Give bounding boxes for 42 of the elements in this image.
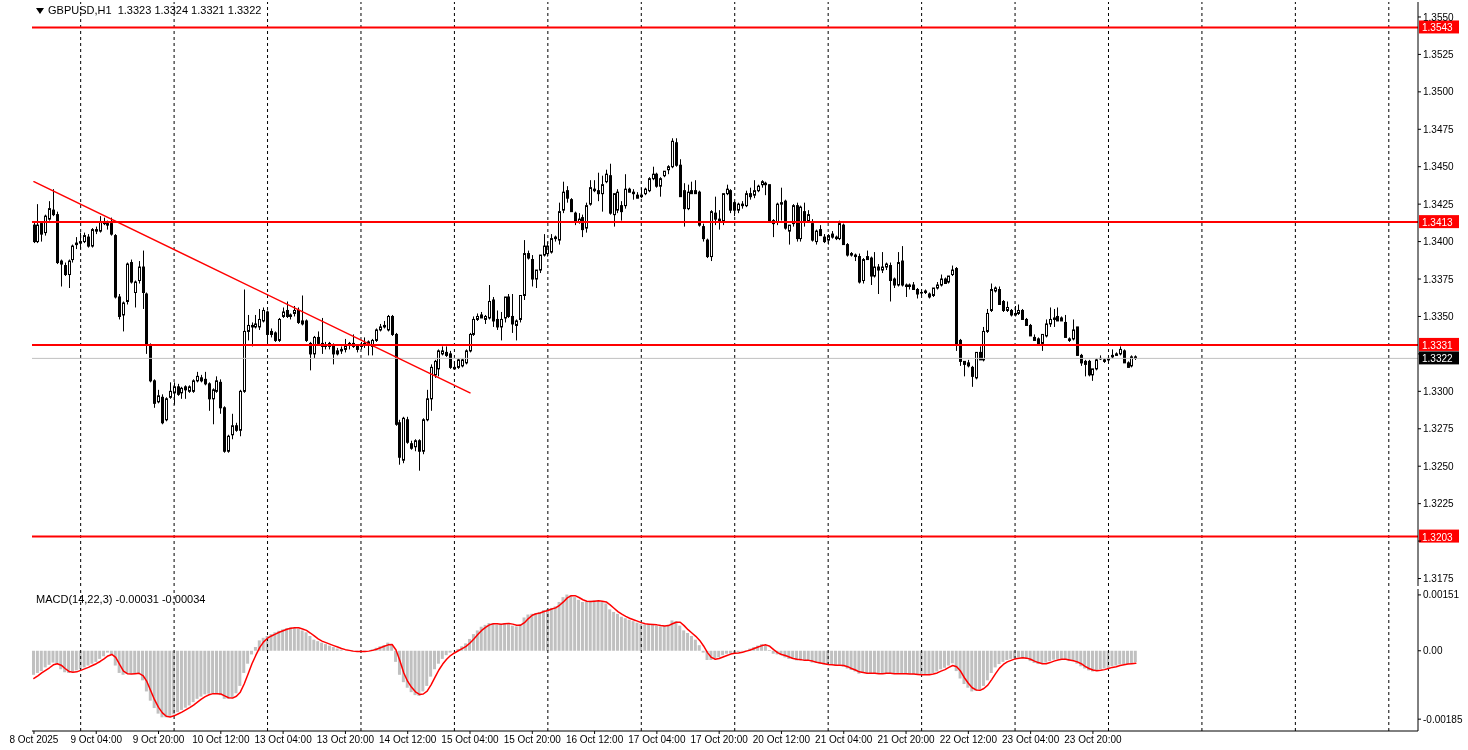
y-tick-label: 1.3500 — [1423, 86, 1455, 98]
y-tick-label: 1.3525 — [1423, 48, 1455, 60]
x-tick-label: 9 Oct 20:00 — [132, 734, 185, 746]
y-tick-label: 1.3450 — [1423, 161, 1455, 173]
x-tick-label: 13 Oct 04:00 — [254, 734, 313, 746]
y-tick-label: 1.3550 — [1423, 11, 1455, 23]
ref-line-label: 1.3322 — [1422, 353, 1454, 365]
x-tick-label: 10 Oct 12:00 — [192, 734, 250, 746]
y-tick-label: 1.3250 — [1423, 460, 1455, 472]
y-tick-label: -0.00185 — [1423, 713, 1463, 725]
x-tick-label: 20 Oct 12:00 — [752, 734, 811, 746]
y-tick-label: 1.3375 — [1423, 273, 1455, 285]
x-tick-label: 15 Oct 20:00 — [503, 734, 562, 746]
y-tick-label: 1.3300 — [1423, 385, 1455, 397]
x-tick-label: 21 Oct 20:00 — [877, 734, 936, 746]
x-tick-label: 14 Oct 12:00 — [379, 734, 437, 746]
x-tick-label: 16 Oct 12:00 — [565, 734, 624, 746]
x-tick-label: 9 Oct 04:00 — [70, 734, 123, 746]
ref-line-label: 1.3543 — [1422, 22, 1454, 34]
y-tick-label: 1.3400 — [1423, 236, 1455, 248]
x-tick-label: 13 Oct 20:00 — [316, 734, 375, 746]
y-tick-label: 1.3175 — [1423, 573, 1455, 585]
x-tick-label: 15 Oct 04:00 — [441, 734, 500, 746]
y-tick-label: 1.3350 — [1423, 311, 1455, 323]
x-tick-label: 21 Oct 04:00 — [815, 734, 873, 746]
x-tick-label: 17 Oct 20:00 — [690, 734, 749, 746]
y-tick-label: 1.3225 — [1423, 498, 1455, 510]
y-tick-label: 0.00151 — [1423, 589, 1460, 601]
ref-line-label: 1.3413 — [1422, 217, 1454, 229]
chart-title: MACD(14,22,3) -0.00031 -0.00034 — [36, 593, 206, 606]
ref-line-label: 1.3203 — [1422, 531, 1454, 543]
x-tick-label: 17 Oct 04:00 — [628, 734, 686, 746]
ref-line-label: 1.3331 — [1422, 339, 1454, 351]
x-tick-label: 23 Oct 20:00 — [1064, 734, 1122, 746]
x-tick-label: 22 Oct 12:00 — [939, 734, 998, 746]
y-tick-label: 1.3475 — [1423, 123, 1455, 135]
chart-title: GBPUSD,H1 1.3323 1.3324 1.3321 1.3322 — [48, 4, 262, 17]
x-tick-label: 23 Oct 04:00 — [1001, 734, 1060, 746]
y-tick-label: 0.00 — [1423, 645, 1443, 657]
y-tick-label: 1.3275 — [1423, 423, 1455, 435]
y-tick-label: 1.3425 — [1423, 198, 1455, 210]
x-tick-label: 8 Oct 2025 — [9, 734, 59, 746]
